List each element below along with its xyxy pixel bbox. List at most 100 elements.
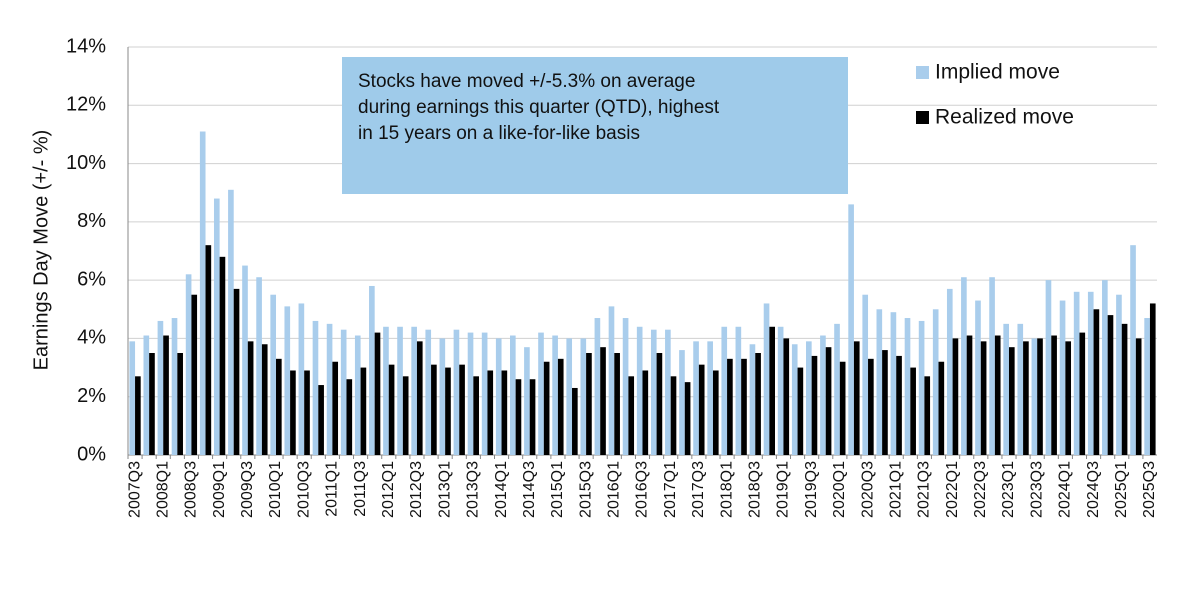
bar <box>721 326 728 455</box>
bar <box>495 338 502 455</box>
legend-label: Implied move <box>935 61 1060 84</box>
bar <box>665 329 671 455</box>
bar <box>566 338 573 455</box>
bar <box>332 361 339 455</box>
legend-label: Realized move <box>935 106 1074 129</box>
x-tick-label: 2024Q1 <box>1057 461 1074 518</box>
x-tick-label: 2017Q1 <box>662 461 679 518</box>
bar <box>952 338 959 455</box>
x-tick-label: 2022Q3 <box>972 461 989 518</box>
bar <box>346 379 353 455</box>
bar <box>1073 291 1080 455</box>
bar <box>636 326 643 455</box>
bar <box>975 300 981 455</box>
x-tick-label: 2009Q3 <box>239 461 256 518</box>
bar <box>326 323 333 455</box>
bar <box>242 265 248 455</box>
bar <box>1045 280 1052 455</box>
bar <box>580 338 587 455</box>
bar <box>628 376 635 455</box>
x-tick-label: 2016Q3 <box>634 461 651 518</box>
bar <box>1023 341 1029 455</box>
x-tick-label: 2008Q3 <box>183 461 200 518</box>
bar <box>177 353 183 455</box>
bar <box>157 320 164 455</box>
bar <box>298 303 305 455</box>
bar <box>213 198 220 456</box>
bar <box>1144 318 1150 455</box>
bar <box>129 341 136 455</box>
x-tick-label: 2023Q1 <box>1000 461 1017 518</box>
bar <box>600 347 606 455</box>
bar <box>515 379 522 455</box>
bar <box>431 364 437 455</box>
bar <box>529 379 536 455</box>
bar <box>735 326 742 455</box>
bar <box>783 338 790 455</box>
bar <box>698 364 705 455</box>
bar <box>932 309 939 455</box>
bar <box>727 358 733 455</box>
bar <box>1003 323 1009 455</box>
bar <box>557 358 564 455</box>
bar <box>228 189 234 456</box>
y-tick-label: 2% <box>77 385 106 407</box>
x-tick-label: 2012Q3 <box>408 461 425 518</box>
bar <box>247 341 254 455</box>
bar <box>712 370 719 455</box>
bar <box>1107 315 1114 455</box>
bar <box>918 320 925 455</box>
bar <box>797 367 804 455</box>
bar <box>191 294 198 455</box>
y-tick-label: 8% <box>77 210 106 232</box>
annotation-line: Stocks have moved +/-5.3% on average <box>358 71 695 92</box>
bar <box>777 326 784 455</box>
bar <box>791 344 798 455</box>
x-tick-label: 2015Q3 <box>577 461 594 518</box>
annotation-box <box>342 57 848 194</box>
bar <box>467 332 474 455</box>
bar <box>487 370 494 455</box>
bar <box>882 350 888 455</box>
x-tick-label: 2009Q1 <box>211 461 228 518</box>
bar <box>989 277 995 455</box>
bar <box>868 358 874 455</box>
x-tick-label: 2025Q1 <box>1113 461 1130 518</box>
bar <box>445 367 451 455</box>
bar <box>185 274 192 455</box>
bar <box>862 294 869 455</box>
bar <box>304 370 310 455</box>
x-tick-label: 2019Q3 <box>803 461 820 518</box>
bar <box>524 347 530 455</box>
bar <box>679 350 685 455</box>
y-tick-label: 6% <box>77 268 106 290</box>
bar <box>1051 335 1057 455</box>
bar <box>684 382 691 455</box>
x-tick-label: 2025Q3 <box>1141 461 1158 518</box>
y-tick-label: 4% <box>77 327 106 349</box>
x-tick-label: 2021Q3 <box>916 461 933 518</box>
x-tick-label: 2012Q1 <box>380 461 397 518</box>
x-tick-label: 2007Q3 <box>126 461 143 518</box>
x-tick-label: 2018Q1 <box>718 461 735 518</box>
bar <box>1149 303 1156 455</box>
bar <box>741 358 747 455</box>
y-axis-title: Earnings Day Move (+/- %) <box>30 130 52 371</box>
bar <box>876 309 883 455</box>
bar <box>904 318 911 455</box>
bar <box>290 370 296 455</box>
x-tick-label: 2018Q3 <box>746 461 763 518</box>
bar <box>1116 294 1122 455</box>
annotation-line: during earnings this quarter (QTD), high… <box>358 97 720 118</box>
bar <box>1087 291 1094 455</box>
bar <box>369 285 375 455</box>
x-tick-label: 2010Q3 <box>295 461 312 518</box>
bar <box>509 335 516 455</box>
bar <box>572 387 578 455</box>
bar <box>586 353 592 455</box>
bar <box>219 256 226 455</box>
bar <box>924 376 931 455</box>
bar <box>312 320 319 455</box>
bar <box>806 341 812 455</box>
